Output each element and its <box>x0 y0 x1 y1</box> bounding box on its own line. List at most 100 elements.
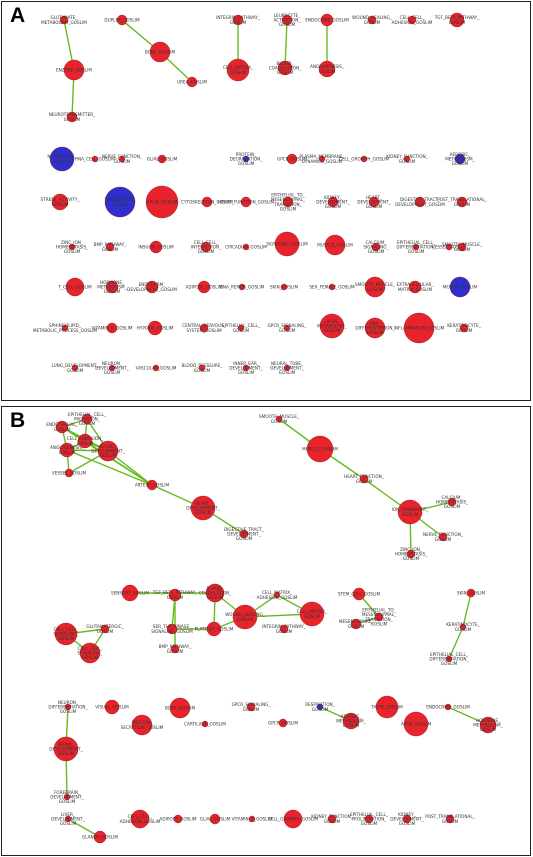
node-circle <box>407 15 417 25</box>
node-label: PLASMA_MEMBRANE_ DYNAMICS_GOSLIM <box>299 154 345 164</box>
node-circle <box>186 76 198 88</box>
node-a67: LUNG_DEVELOPMENT_ GOSLIM <box>51 363 99 373</box>
node-label: CELL_CELL_ SIGNALING_ GOSLIM <box>53 627 79 641</box>
node-circle <box>280 283 288 291</box>
node-label: HEART_FUNCTION_GOSLIM <box>218 200 275 205</box>
node-circle <box>152 364 160 372</box>
node-b40: CARTILAGE_GOSLIM <box>184 720 226 728</box>
node-label: EPITHELIAL_CELL_ DIFFERENTIATION_ GOSLIM <box>429 652 469 666</box>
node-a50: ADIPOSE_GOSLIM <box>186 280 223 294</box>
node-a33: HEART_ DEVELOPMENT_ GOSLIM <box>357 195 391 209</box>
node-b44: AEROBIC_ METABOLISM_ GOSLIM <box>336 712 367 730</box>
node-label: CELL_MATRIX_ GOSLIM <box>297 609 328 619</box>
node-label: NUCLEOTIDE_ GOSLIM <box>47 154 77 164</box>
node-label: ION_TRANSPORT_ GOSLIM <box>392 507 430 517</box>
node-b23: PLATELET_GOSLIM <box>195 621 234 637</box>
node-label: CIRCADIAN_GOSLIM <box>225 245 267 250</box>
panel-label-b: B <box>10 409 26 432</box>
node-a45: VESSEL_GOSLIM <box>432 243 467 251</box>
node-a37: BMP_PATHWAY_ GOSLIM <box>94 242 128 252</box>
node-label: KIDNEY_ DEVELOPMENT_ GOSLIM <box>390 812 424 826</box>
node-a66: KERATINOCYTE_ GOSLIM <box>447 323 482 333</box>
node-circle <box>206 621 222 637</box>
node-circle <box>201 720 209 728</box>
node-a6: UREA_GOSLIM <box>177 76 207 88</box>
node-circle <box>445 243 453 251</box>
node-circle <box>283 324 291 332</box>
node-b43: RESPIRATION_ GOSLIM <box>305 702 335 712</box>
node-circle <box>273 591 281 599</box>
node-label: ZINC_ION_ HOMEOSTASIS_ GOSLIM <box>395 547 428 561</box>
node-a52: SKIN_GOSLIM <box>270 283 299 291</box>
node-circle <box>246 702 256 712</box>
node-label: CELL_CELL_ ADHESION_GOSLIM <box>120 814 161 824</box>
node-b56: VITAMIN_D_GOSLIM <box>232 815 273 823</box>
node-label: HEART_ DEVELOPMENT_ GOSLIM <box>186 501 220 515</box>
node-b32: SKIN_GOSLIM <box>457 588 486 598</box>
node-circle <box>149 41 171 63</box>
node-label: VASCULAR_GOSLIM <box>136 366 177 371</box>
edge-b3-b7 <box>66 449 153 486</box>
node-label: CELL_ADHESION_ GOSLIM <box>67 436 105 446</box>
node-b58: KIDNEY_FUNCTION_ GOSLIM <box>311 814 353 824</box>
node-label: BLOOD_PRESSURE_ GOSLIM <box>181 363 223 373</box>
node-b19: BLOOD_ COAGULATION_ GOSLIM <box>199 583 232 603</box>
node-label: KERATINOCYTE_ GOSLIM <box>447 323 482 333</box>
node-label: BONE_GOSLIM <box>165 706 196 711</box>
node-label: BMP_PATHWAY_ GOSLIM <box>159 644 193 654</box>
node-a21: GPCR_GOSLIM <box>277 153 307 165</box>
node-circle <box>145 185 179 219</box>
node-circle <box>479 716 497 734</box>
node-label: KIDNEY_ DEVELOPMENT_ GOSLIM <box>316 195 350 209</box>
node-label: ENZYME_GOSLIM <box>56 68 92 73</box>
node-circle <box>168 588 182 602</box>
node-b57: CELL_GROWTH_GOSLIM <box>268 809 318 829</box>
node-a2: DUPLEX_GOSLIM <box>104 14 140 26</box>
node-a41: SIGNALING_GOSLIM <box>266 231 308 257</box>
node-circle <box>279 624 289 634</box>
node-a57: SPHINGOLIPID_ METABOLIC_PROCESS_GOSLIM <box>33 323 98 333</box>
node-b22: SER_THR_KINASE_ SIGNALING_GOSLIM <box>151 623 193 635</box>
node-circle <box>77 433 93 449</box>
node-label: SKIN_GOSLIM <box>270 285 299 290</box>
node-b42: GPCR_GOSLIM <box>268 718 298 728</box>
node-b50: FOREBRAIN_ DEVELOPMENT_ GOSLIM <box>50 790 84 804</box>
node-b60: KIDNEY_ DEVELOPMENT_ GOSLIM <box>390 812 424 826</box>
node-circle <box>281 14 293 26</box>
node-b17: SENSORY_GOSLIM <box>111 584 149 602</box>
node-label: ADIPOSE_GOSLIM <box>186 285 223 290</box>
node-label: GLANDS_GOSLIM <box>82 835 118 840</box>
node-circle <box>131 714 153 736</box>
node-b11: MUSCLE_GOSLIM <box>302 435 338 463</box>
node-label: CALCIUM_ HOMEOSTASIS_ GOSLIM <box>436 495 469 509</box>
node-label: MUSCLE_GOSLIM <box>317 243 353 248</box>
node-a9: LEUKOCYTE_ ACTIVATION_ GOSLIM <box>274 13 302 27</box>
node-a56: MOTOR_GOSLIM <box>443 276 477 298</box>
node-circle <box>397 499 423 525</box>
node-circle <box>81 413 93 425</box>
panel-label-a: A <box>10 4 26 27</box>
node-circle <box>403 711 429 737</box>
node-circle <box>275 415 283 423</box>
node-b14: CALCIUM_ HOMEOSTASIS_ GOSLIM <box>436 495 469 509</box>
node-a17: RNA_CELL_GOSLIM <box>75 155 115 163</box>
node-b55: GLIAL_GOSLIM <box>200 813 231 825</box>
node-a7: INTEGRIN_PATHWAY_ GOSLIM <box>216 14 261 26</box>
node-label: SER_THR_KINASE_ SIGNALING_GOSLIM <box>151 624 193 634</box>
node-circle <box>173 814 183 824</box>
node-label: AEROBIC_ METABOLISM_ GOSLIM <box>336 714 366 728</box>
node-circle <box>121 584 139 602</box>
node-b51: LIVER_ DEVELOPMENT_ GOSLIM <box>51 812 85 826</box>
node-b16: ZINC_ION_ HOMEOSTASIS_ GOSLIM <box>395 547 428 561</box>
node-b37: VISUAL_GOSLIM <box>95 699 129 715</box>
node-label: EPITHELIAL_TO_ MESENCHYMAL_ TRANSITION_ GOS… <box>271 193 306 212</box>
node-a38: INSULIN_GOSLIM <box>138 240 174 254</box>
node-circle <box>316 703 324 711</box>
node-label: HEART_ DEVELOPMENT_ GOSLIM <box>357 195 391 209</box>
node-circle <box>240 196 252 208</box>
node-circle <box>238 283 246 291</box>
node-circle <box>59 15 69 25</box>
node-a28: AXON_GOSLIM <box>145 185 179 219</box>
node-circle <box>459 623 467 631</box>
node-circle <box>93 830 107 844</box>
